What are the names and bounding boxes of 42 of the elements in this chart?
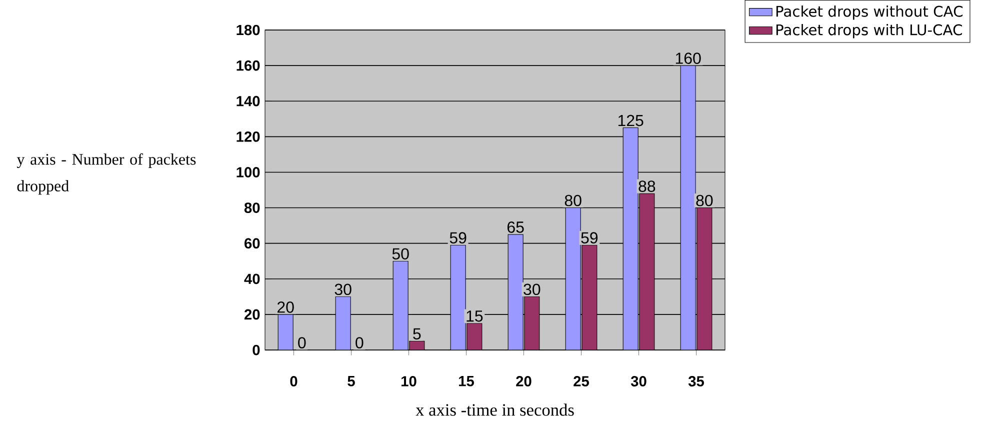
x-tick-label: 15 — [459, 376, 474, 386]
data-label: 0 — [356, 337, 364, 348]
y-tick-label: 140 — [236, 96, 260, 106]
x-tick-label: 0 — [290, 376, 298, 386]
bar — [696, 208, 712, 350]
legend-label: Packet drops with LU-CAC — [776, 24, 962, 38]
x-tick-label: 10 — [402, 376, 416, 386]
data-label: 59 — [581, 232, 598, 244]
y-tick-label: 0 — [252, 344, 260, 356]
data-label: 50 — [392, 248, 409, 260]
data-label: 30 — [334, 284, 352, 296]
data-label: 20 — [277, 302, 294, 313]
data-label: 80 — [564, 194, 582, 206]
x-tick-label: 25 — [574, 376, 589, 386]
bar — [524, 296, 540, 350]
data-label: 80 — [696, 194, 713, 206]
data-label: 0 — [298, 337, 306, 348]
legend-label: Packet drops without CAC — [776, 6, 963, 20]
data-label: 5 — [413, 328, 421, 340]
y-tick-label: 160 — [236, 60, 260, 71]
data-label: 59 — [450, 232, 466, 244]
x-tick-label: 20 — [516, 376, 532, 386]
bar — [639, 193, 655, 350]
y-tick-label: 100 — [236, 167, 260, 178]
y-axis-title: y axis - Number of packets dropped — [16, 153, 196, 195]
y-tick-label: 40 — [244, 274, 260, 284]
x-tick-label: 5 — [348, 376, 355, 386]
data-label: 65 — [508, 222, 524, 233]
data-label: 30 — [524, 284, 540, 296]
bar — [582, 244, 598, 350]
y-tick-label: 20 — [244, 309, 260, 320]
data-label: 15 — [466, 310, 483, 322]
y-tick-label: 120 — [236, 131, 260, 142]
data-label: 125 — [618, 114, 644, 126]
x-axis-title: x axis -time in seconds — [416, 404, 574, 416]
x-tick-label: 30 — [630, 376, 646, 386]
data-label: 160 — [676, 52, 701, 64]
x-tick-label: 35 — [688, 376, 704, 386]
y-tick-label: 60 — [244, 238, 260, 249]
y-tick-label: 80 — [244, 202, 260, 213]
y-tick-label: 180 — [236, 24, 260, 36]
data-label: 88 — [638, 180, 656, 192]
